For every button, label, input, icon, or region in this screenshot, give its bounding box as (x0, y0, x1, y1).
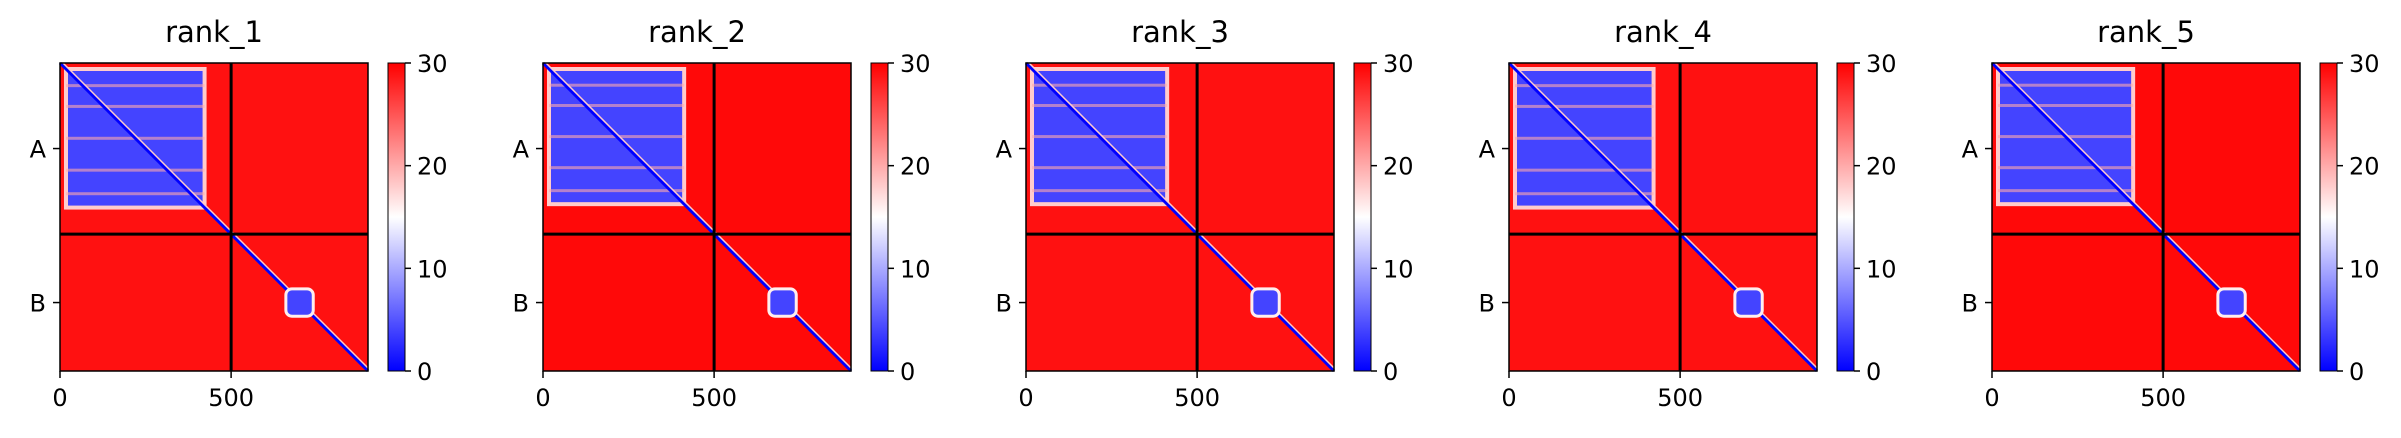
heatmap-diagonal-edge (545, 62, 852, 369)
chain-a-stripe (1032, 83, 1168, 87)
heatmap-diagonal-edge (1994, 62, 2301, 369)
chain-a-stripe (1032, 189, 1168, 193)
chain-a-stripe (1998, 189, 2134, 193)
heatmap-diagonal (1990, 61, 2302, 373)
y-tick-label: B (996, 290, 1012, 318)
x-tick-label: 0 (52, 384, 67, 412)
colorbar-tick-label: 0 (2349, 358, 2364, 386)
heatmap-diagonal (541, 61, 853, 373)
colorbar-tick-label: 0 (900, 358, 915, 386)
colorbar-tick-label: 10 (417, 255, 448, 283)
heatmap-diagonal (58, 61, 370, 373)
colorbar (2319, 62, 2338, 372)
colorbar-tick-label: 20 (900, 153, 931, 181)
colorbar (387, 62, 406, 372)
chain-a-stripe (1032, 166, 1168, 170)
chart-title: rank_4 (1614, 15, 1712, 49)
chart-panel-4: rank_4 A B 0 500 0 10 20 30 (1479, 15, 1897, 412)
chart-title: rank_5 (2097, 15, 2195, 49)
chain-a-stripe (549, 189, 685, 193)
colorbar-tick-label: 0 (417, 358, 432, 386)
chain-a-stripe (549, 103, 685, 107)
colorbar-tick-label: 30 (1866, 50, 1897, 78)
axes-frame (1991, 62, 2301, 372)
x-tick-label: 0 (1501, 384, 1516, 412)
x-tick-label: 500 (1657, 384, 1703, 412)
chart-panel-2: rank_2 A B 0 500 0 10 20 30 (513, 15, 931, 412)
y-tick-label: B (30, 290, 46, 318)
heatmap-diagonal (1024, 61, 1336, 373)
colorbar-tick-label: 30 (2349, 50, 2380, 78)
chart-title: rank_3 (1131, 15, 1229, 49)
chain-a-stripe (1032, 103, 1168, 107)
chain-b-domain (1250, 287, 1281, 318)
colorbar-tick-label: 20 (2349, 153, 2380, 181)
x-tick-label: 0 (535, 384, 550, 412)
chain-a-stripe (1998, 166, 2134, 170)
colorbar-tick-label: 30 (417, 50, 448, 78)
chain-a-stripe (1998, 83, 2134, 87)
chain-b-domain (1733, 287, 1764, 318)
x-tick-label: 500 (208, 384, 254, 412)
colorbar-tick-label: 10 (1866, 255, 1897, 283)
colorbar-tick-label: 10 (900, 255, 931, 283)
colorbar-tick-label: 0 (1383, 358, 1398, 386)
y-tick-label: A (513, 136, 530, 164)
chain-b-domain (767, 287, 798, 318)
colorbar-tick-label: 20 (1866, 153, 1897, 181)
chain-a-stripe (66, 168, 205, 172)
heatmap-diagonal (1507, 61, 1819, 373)
x-tick-label: 500 (691, 384, 737, 412)
colorbar-tick-label: 20 (1383, 153, 1414, 181)
colorbar-tick-label: 10 (2349, 255, 2380, 283)
y-tick-label: A (30, 136, 47, 164)
chain-b-domain (2216, 287, 2247, 318)
chain-a-stripe (1515, 84, 1654, 88)
chart-title: rank_2 (648, 15, 746, 49)
chain-b-domain (284, 287, 315, 318)
chain-a-stripe (66, 192, 205, 196)
heatmap-diagonal-edge (1511, 62, 1818, 369)
y-tick-label: B (513, 290, 529, 318)
chart-panel-5: rank_5 A B 0 500 0 10 20 30 (1962, 15, 2380, 412)
chain-a-stripe (1515, 192, 1654, 196)
chart-panel-3: rank_3 A B 0 500 0 10 20 30 (996, 15, 1414, 412)
axes-frame (59, 62, 369, 372)
axes-frame (542, 62, 852, 372)
colorbar-tick-label: 20 (417, 153, 448, 181)
colorbar-tick-label: 10 (1383, 255, 1414, 283)
colorbar-tick-label: 0 (1866, 358, 1881, 386)
x-tick-label: 500 (1174, 384, 1220, 412)
colorbar (1353, 62, 1372, 372)
chain-a-stripe (549, 166, 685, 170)
heatmap-diagonal-edge (62, 62, 369, 369)
colorbar-tick-label: 30 (900, 50, 931, 78)
y-tick-label: B (1479, 290, 1495, 318)
chart-panel-1: rank_1 A B 0 500 0 10 20 30 (30, 15, 448, 412)
colorbar (1836, 62, 1855, 372)
x-tick-label: 0 (1018, 384, 1033, 412)
colorbar-tick-label: 30 (1383, 50, 1414, 78)
y-tick-label: A (1479, 136, 1496, 164)
heatmap-diagonal-edge (1028, 62, 1335, 369)
chart-title: rank_1 (165, 15, 263, 49)
y-tick-label: A (996, 136, 1013, 164)
chain-a-stripe (1515, 168, 1654, 172)
chain-a-stripe (1515, 104, 1654, 108)
x-tick-label: 0 (1984, 384, 1999, 412)
chain-a-stripe (66, 104, 205, 108)
chain-a-stripe (549, 83, 685, 87)
chain-a-stripe (1998, 103, 2134, 107)
y-tick-label: A (1962, 136, 1979, 164)
axes-frame (1508, 62, 1818, 372)
chain-a-stripe (66, 84, 205, 88)
axes-frame (1025, 62, 1335, 372)
colorbar (870, 62, 889, 372)
x-tick-label: 500 (2140, 384, 2186, 412)
y-tick-label: B (1962, 290, 1978, 318)
